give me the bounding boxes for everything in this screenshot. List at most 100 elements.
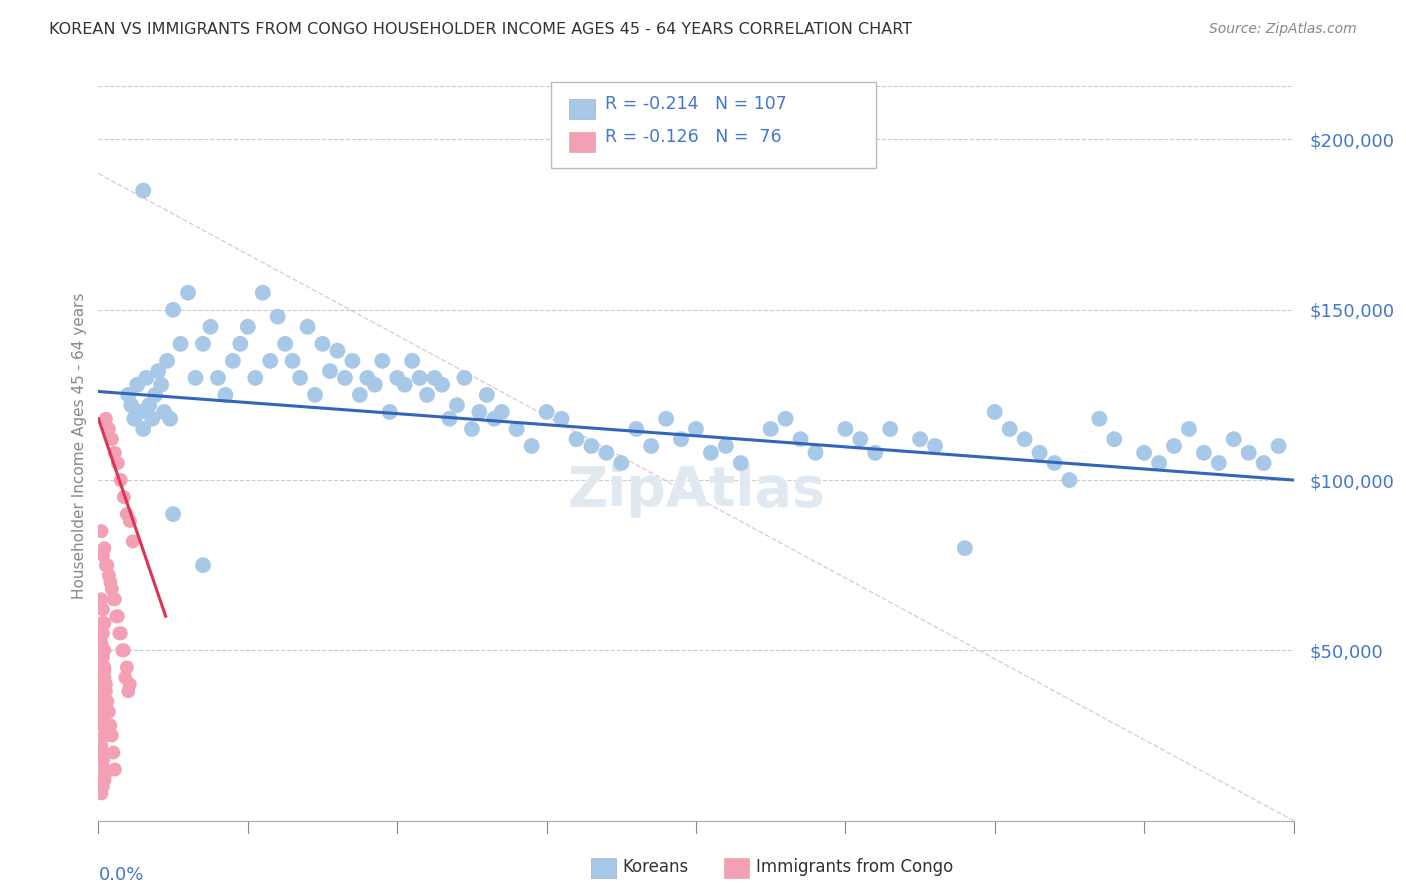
Point [1163, 439, 1185, 453]
Point [1223, 432, 1246, 446]
Point [401, 354, 423, 368]
Point [112, 490, 135, 504]
Point [394, 377, 416, 392]
Point [159, 411, 181, 425]
Point [94, 411, 117, 425]
Point [110, 473, 132, 487]
Point [107, 456, 129, 470]
Point [93, 718, 115, 732]
Point [640, 439, 662, 453]
Point [90, 786, 112, 800]
Point [536, 405, 558, 419]
Point [103, 592, 125, 607]
Point [423, 371, 446, 385]
Point [581, 439, 603, 453]
Point [94, 684, 117, 698]
Point [153, 405, 176, 419]
Point [93, 664, 115, 678]
Point [333, 371, 356, 385]
Point [93, 541, 115, 556]
Point [1133, 446, 1156, 460]
Point [104, 446, 127, 460]
Point [162, 302, 184, 317]
Text: ZipAtlas: ZipAtlas [567, 464, 825, 518]
Point [191, 558, 214, 573]
Point [93, 763, 115, 777]
Point [1208, 456, 1230, 470]
Point [93, 772, 115, 787]
Point [90, 684, 112, 698]
Point [468, 405, 491, 419]
Point [127, 377, 149, 392]
Point [700, 446, 723, 460]
Point [385, 371, 409, 385]
Point [222, 354, 245, 368]
Point [865, 446, 887, 460]
Text: KOREAN VS IMMIGRANTS FROM CONGO HOUSEHOLDER INCOME AGES 45 - 64 YEARS CORRELATIO: KOREAN VS IMMIGRANTS FROM CONGO HOUSEHOL… [49, 22, 912, 37]
Text: Source: ZipAtlas.com: Source: ZipAtlas.com [1209, 22, 1357, 37]
Point [90, 739, 112, 753]
Point [759, 422, 782, 436]
Point [281, 354, 304, 368]
Point [94, 677, 117, 691]
Point [93, 643, 115, 657]
Point [90, 616, 112, 631]
Point [319, 364, 342, 378]
Point [117, 388, 139, 402]
Point [162, 507, 184, 521]
Point [453, 371, 475, 385]
Point [90, 524, 112, 538]
Text: R = -0.126   N =  76: R = -0.126 N = 76 [605, 128, 782, 146]
Point [506, 422, 529, 436]
Point [97, 568, 120, 582]
Point [565, 432, 588, 446]
Point [91, 548, 114, 562]
Point [408, 371, 430, 385]
Point [156, 354, 179, 368]
Point [297, 319, 319, 334]
Point [101, 432, 124, 446]
Point [138, 398, 160, 412]
Point [94, 558, 117, 573]
Point [288, 371, 311, 385]
Point [91, 711, 114, 725]
Point [1237, 446, 1260, 460]
Point [90, 626, 112, 640]
Point [1267, 439, 1289, 453]
Point [349, 388, 371, 402]
Point [879, 422, 901, 436]
Point [274, 336, 297, 351]
Point [91, 752, 114, 766]
Point [342, 354, 364, 368]
Point [789, 432, 811, 446]
Point [93, 660, 115, 674]
Point [129, 405, 152, 419]
Point [520, 439, 543, 453]
Point [90, 705, 112, 719]
Point [91, 602, 114, 616]
Point [94, 766, 117, 780]
Point [1088, 411, 1111, 425]
Point [908, 432, 931, 446]
Point [93, 763, 115, 777]
Point [141, 411, 163, 425]
Point [118, 677, 141, 691]
Point [416, 388, 439, 402]
Point [484, 411, 506, 425]
Point [200, 319, 222, 334]
Point [610, 456, 633, 470]
Point [252, 285, 274, 300]
Point [90, 636, 112, 650]
Point [1043, 456, 1066, 470]
Point [475, 388, 498, 402]
Point [103, 746, 125, 760]
Point [714, 439, 737, 453]
Point [91, 643, 114, 657]
Point [953, 541, 976, 556]
Point [107, 609, 129, 624]
Point [118, 514, 141, 528]
Point [304, 388, 326, 402]
Y-axis label: Householder Income Ages 45 - 64 years: Householder Income Ages 45 - 64 years [72, 293, 87, 599]
Point [90, 772, 112, 787]
Point [96, 558, 118, 573]
